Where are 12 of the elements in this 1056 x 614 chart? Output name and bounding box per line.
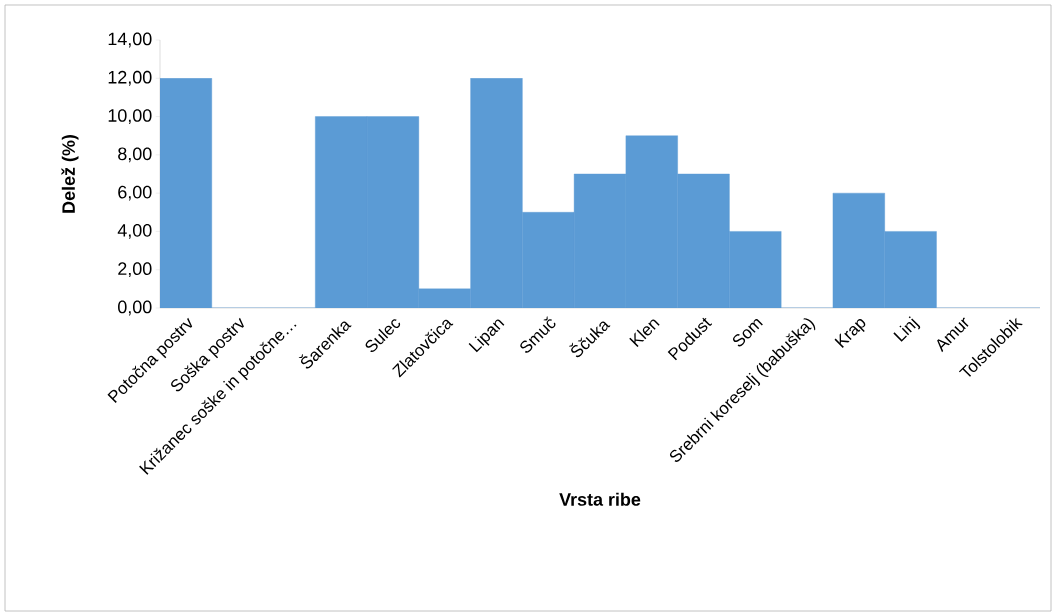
y-tick-label: 2,00 xyxy=(118,262,152,278)
y-tick-label: 10,00 xyxy=(108,109,152,124)
y-tick-label: 12,00 xyxy=(108,70,152,86)
x-tick-label: Klen xyxy=(629,319,660,348)
x-tick-label: Linj xyxy=(893,316,921,342)
y-tick-label: 4,00 xyxy=(117,224,152,239)
y-axis-title: Delež (%) xyxy=(61,135,79,213)
y-tick-label: 0,00 xyxy=(118,300,152,316)
y-tick-label: 14,00 xyxy=(108,32,152,48)
y-tick-label: 8,00 xyxy=(118,147,152,163)
x-axis-title: Vrsta ribe xyxy=(559,492,641,506)
y-tick-label: 6,00 xyxy=(118,185,152,201)
